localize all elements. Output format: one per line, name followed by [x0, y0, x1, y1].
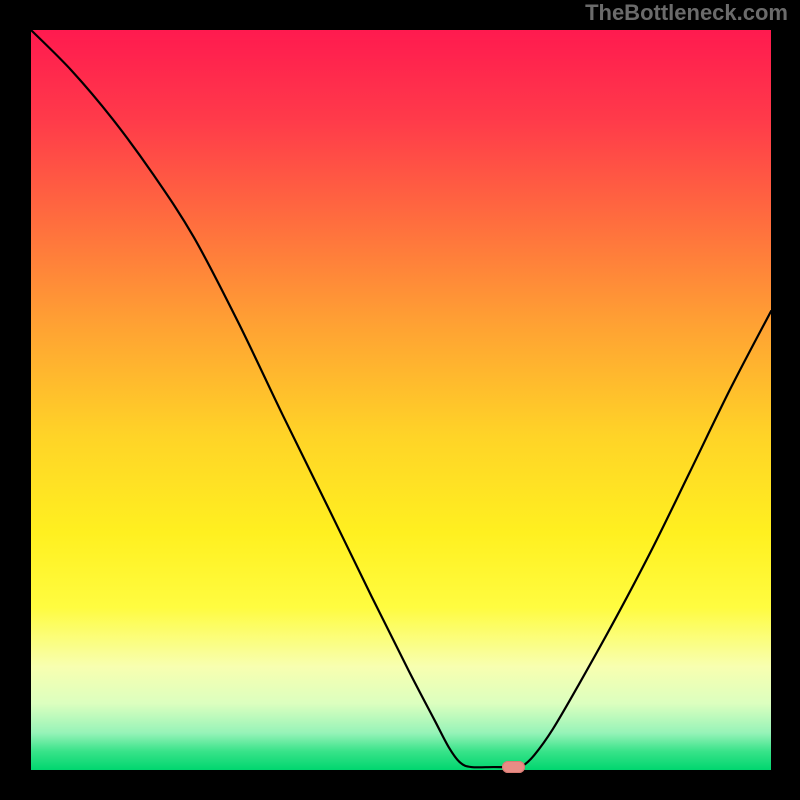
watermark-text: TheBottleneck.com [585, 0, 788, 26]
optimal-point-marker [502, 761, 524, 774]
chart-container: { "watermark": { "text": "TheBottleneck.… [0, 0, 800, 800]
curve-layer [31, 30, 771, 770]
bottleneck-curve [31, 30, 771, 767]
plot-area [31, 30, 771, 770]
